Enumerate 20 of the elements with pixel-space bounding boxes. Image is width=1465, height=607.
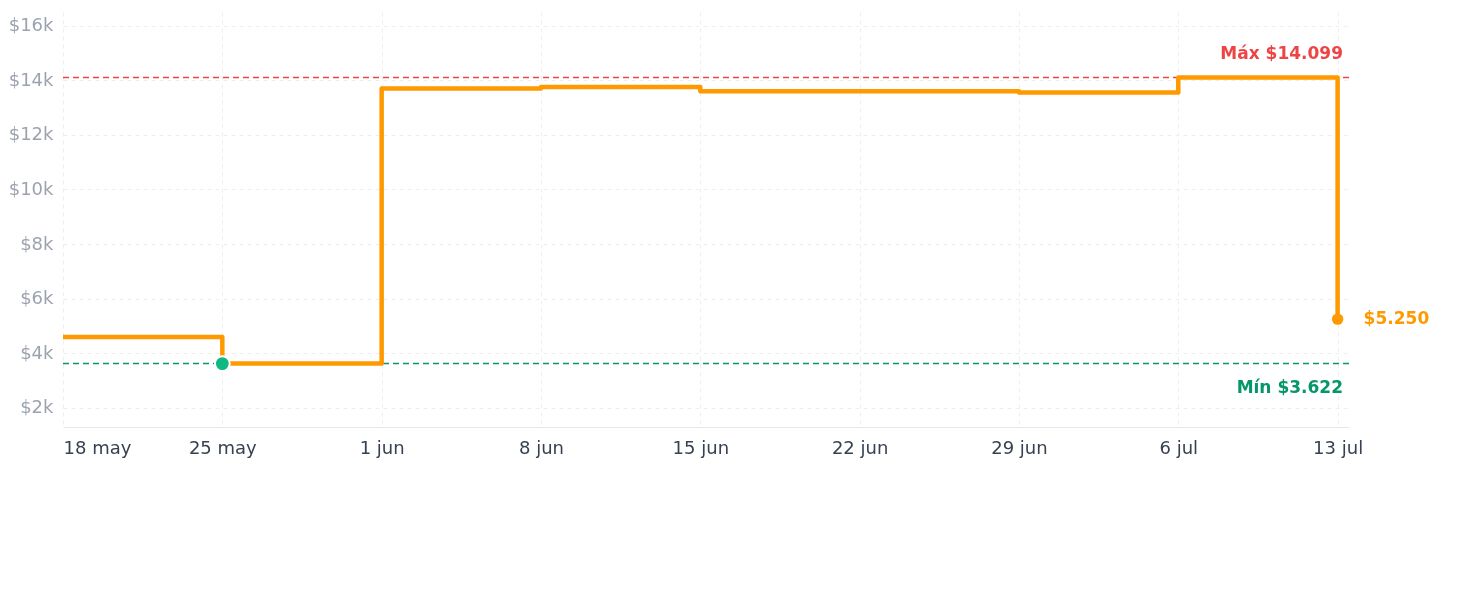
ref-line-label: Mín $3.622: [1236, 376, 1343, 397]
y-tick-label: $8k: [20, 232, 55, 254]
data-label: $5.250: [1363, 308, 1430, 329]
x-tick-label: 29 jun: [991, 436, 1048, 458]
y-tick-label: $10k: [8, 177, 55, 199]
y-tick-label: $12k: [8, 123, 55, 145]
x-tick-label: 8 jun: [518, 436, 564, 458]
x-tick-label: 18 may: [63, 436, 132, 458]
y-tick-label: $14k: [8, 68, 55, 90]
y-tick-label: $16k: [8, 14, 55, 36]
x-tick-label: 13 jul: [1313, 436, 1364, 458]
ref-line-label: Máx $14.099: [1220, 42, 1343, 63]
y-tick-label: $2k: [20, 396, 55, 418]
x-tick-label: 1 jun: [359, 436, 405, 458]
y-tick-label: $6k: [20, 287, 55, 309]
x-tick-label: 22 jun: [831, 436, 889, 458]
y-tick-label: $4k: [20, 341, 55, 363]
x-tick-label: 25 may: [188, 436, 258, 458]
x-tick-label: 6 jul: [1159, 436, 1199, 458]
x-tick-label: 15 jun: [672, 436, 730, 458]
